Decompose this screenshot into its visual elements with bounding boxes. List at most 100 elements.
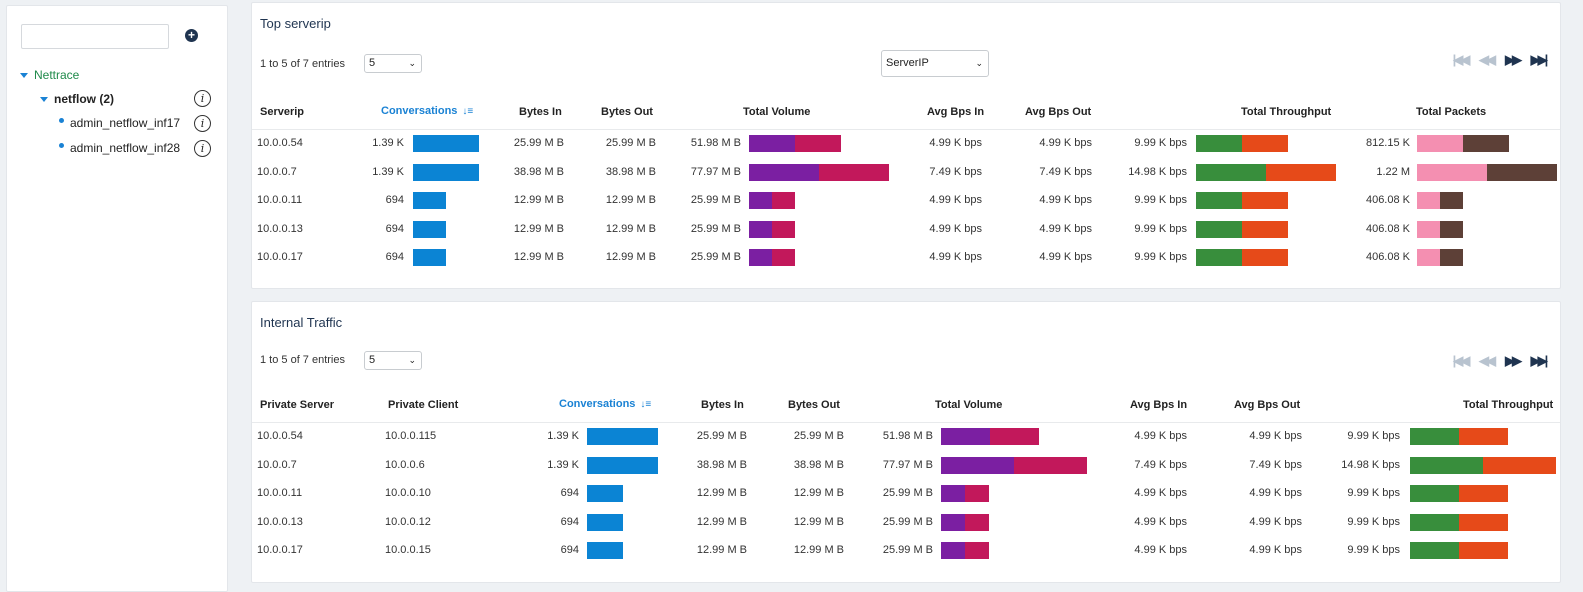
volume-out-bar	[965, 485, 989, 502]
cell-avg-bps-out: 4.99 K bps	[1249, 430, 1302, 442]
cell-total-packets: 812.15 K	[1365, 137, 1410, 149]
conversations-bar	[587, 485, 623, 502]
pagination: |◀◀ ◀◀ ▶▶ ▶▶|	[1450, 353, 1549, 369]
volume-out-bar	[965, 542, 989, 559]
col-header-total-packets[interactable]: Total Packets	[1416, 106, 1487, 118]
conversations-bar	[413, 135, 479, 152]
col-header-avg-bps-in[interactable]: Avg Bps In	[927, 106, 985, 118]
tree-node-netflow[interactable]: netflow (2)	[40, 92, 114, 106]
throughput-in-bar	[1410, 428, 1459, 445]
volume-out-bar	[772, 221, 795, 238]
cell-total-throughput: 9.99 K bps	[1347, 516, 1400, 528]
cell-total-volume: 25.99 M B	[690, 251, 741, 263]
first-page-icon[interactable]: |◀◀	[1452, 353, 1471, 368]
next-page-icon[interactable]: ▶▶	[1505, 52, 1522, 67]
search-input[interactable]	[21, 24, 169, 49]
cell-private-server: 10.0.0.54	[257, 430, 303, 442]
cell-conversations: 1.39 K	[547, 430, 579, 442]
cell-total-volume: 77.97 M B	[690, 166, 741, 178]
cell-avg-bps-out: 4.99 K bps	[1249, 487, 1302, 499]
bullet-icon	[59, 118, 64, 124]
volume-out-bar	[819, 164, 889, 181]
col-header-total-throughput[interactable]: Total Throughput	[1241, 106, 1332, 118]
conversations-bar	[413, 221, 446, 238]
group-by-select[interactable]: ServerIP ⌄	[881, 50, 989, 77]
info-icon[interactable]: i	[194, 115, 211, 132]
chevron-down-icon: ⌄	[975, 58, 983, 68]
tree-root-nettrace[interactable]: Nettrace	[20, 68, 79, 82]
throughput-in-bar	[1196, 221, 1242, 238]
cell-bytes-in: 38.98 M B	[513, 166, 564, 178]
col-header-bytes-out[interactable]: Bytes Out	[788, 399, 840, 411]
top-serverip-panel: Top serverip 1 to 5 of 7 entries 5 ⌄ Serv…	[251, 2, 1561, 289]
cell-conversations: 694	[560, 487, 579, 499]
add-icon[interactable]: +	[185, 29, 198, 42]
throughput-out-bar	[1459, 542, 1508, 559]
col-header-total-volume[interactable]: Total Volume	[935, 399, 1003, 411]
entries-info: 1 to 5 of 7 entries	[260, 58, 345, 70]
page-size-select[interactable]: 5 ⌄	[364, 351, 422, 370]
info-icon[interactable]: i	[194, 140, 211, 157]
cell-avg-bps-in: 4.99 K bps	[1134, 430, 1187, 442]
tree-leaf[interactable]: admin_netflow_inf17	[59, 116, 180, 130]
last-page-icon[interactable]: ▶▶|	[1530, 52, 1549, 67]
cell-avg-bps-out: 4.99 K bps	[1039, 251, 1092, 263]
sort-desc-icon[interactable]: ↓≡	[462, 106, 474, 117]
cell-avg-bps-out: 4.99 K bps	[1039, 194, 1092, 206]
col-header-total-volume[interactable]: Total Volume	[743, 106, 811, 118]
info-icon[interactable]: i	[194, 90, 211, 107]
sort-desc-icon[interactable]: ↓≡	[640, 399, 652, 410]
next-page-icon[interactable]: ▶▶	[1505, 353, 1522, 368]
col-header-bytes-in[interactable]: Bytes In	[701, 399, 744, 411]
prev-page-icon[interactable]: ◀◀	[1479, 353, 1496, 368]
cell-private-client: 10.0.0.6	[385, 459, 425, 471]
volume-in-bar	[941, 485, 965, 502]
col-header-private-client[interactable]: Private Client	[388, 399, 459, 411]
cell-bytes-out: 12.99 M B	[605, 194, 656, 206]
cell-serverip: 10.0.0.13	[257, 223, 303, 235]
throughput-in-bar	[1196, 249, 1242, 266]
prev-page-icon[interactable]: ◀◀	[1479, 52, 1496, 67]
col-header-total-throughput[interactable]: Total Throughput	[1463, 399, 1554, 411]
throughput-in-bar	[1410, 514, 1459, 531]
col-header-bytes-in[interactable]: Bytes In	[519, 106, 562, 118]
packets-out-bar	[1463, 135, 1509, 152]
cell-private-server: 10.0.0.13	[257, 516, 303, 528]
packets-out-bar	[1487, 164, 1557, 181]
col-header-avg-bps-in[interactable]: Avg Bps In	[1130, 399, 1188, 411]
cell-total-volume: 25.99 M B	[690, 223, 741, 235]
col-header-conversations[interactable]: Conversations ↓≡	[559, 398, 651, 410]
last-page-icon[interactable]: ▶▶|	[1530, 353, 1549, 368]
throughput-out-bar	[1459, 428, 1508, 445]
cell-avg-bps-in: 7.49 K bps	[1134, 459, 1187, 471]
panel-title: Internal Traffic	[260, 315, 343, 330]
page-size-select[interactable]: 5 ⌄	[364, 54, 422, 73]
throughput-out-bar	[1459, 485, 1508, 502]
col-header-avg-bps-out[interactable]: Avg Bps Out	[1025, 106, 1092, 118]
col-header-private-server[interactable]: Private Server	[260, 399, 334, 411]
caret-down-icon[interactable]	[20, 73, 28, 79]
col-header-avg-bps-out[interactable]: Avg Bps Out	[1234, 399, 1301, 411]
tree-leaf[interactable]: admin_netflow_inf28	[59, 141, 180, 155]
cell-avg-bps-in: 4.99 K bps	[929, 137, 982, 149]
col-header-label: Conversations	[381, 105, 458, 117]
packets-out-bar	[1440, 249, 1463, 266]
volume-out-bar	[795, 135, 841, 152]
caret-down-icon[interactable]	[40, 97, 48, 103]
cell-bytes-in: 25.99 M B	[513, 137, 564, 149]
cell-total-throughput: 9.99 K bps	[1347, 544, 1400, 556]
conversations-bar	[413, 164, 479, 181]
cell-bytes-in: 12.99 M B	[696, 544, 747, 556]
throughput-out-bar	[1266, 164, 1336, 181]
bullet-icon	[59, 143, 64, 149]
conversations-bar	[413, 192, 446, 209]
cell-private-client: 10.0.0.15	[385, 544, 431, 556]
col-header-bytes-out[interactable]: Bytes Out	[601, 106, 653, 118]
col-header-serverip[interactable]: Serverip	[260, 106, 305, 118]
cell-conversations: 1.39 K	[372, 166, 404, 178]
cell-serverip: 10.0.0.11	[257, 194, 303, 206]
cell-total-packets: 406.08 K	[1365, 223, 1410, 235]
col-header-conversations[interactable]: Conversations ↓≡	[381, 105, 473, 117]
first-page-icon[interactable]: |◀◀	[1452, 52, 1471, 67]
cell-bytes-in: 12.99 M B	[696, 516, 747, 528]
